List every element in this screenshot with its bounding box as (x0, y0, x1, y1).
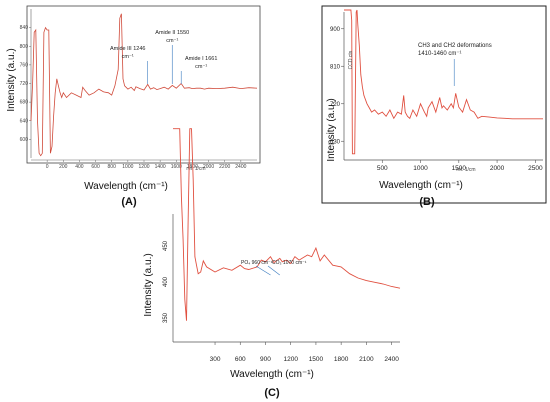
x-tick-label: 1500 (452, 165, 467, 172)
annotation-label: CO₃ 1070 cm⁻¹ (272, 260, 307, 266)
annotation-label: Amide I 1661 (185, 56, 217, 62)
annotation-arrow (255, 265, 271, 276)
y-tick-label: 680 (20, 100, 29, 106)
annotation-label: Amide II 1550 (155, 30, 189, 36)
x-tick-label: 2000 (490, 165, 505, 172)
panel-label: (C) (264, 387, 280, 399)
annotation-range: 1410-1460 cm⁻¹ (418, 51, 462, 57)
y-cts-label: CCD cts (348, 50, 354, 69)
x-tick-label: 900 (260, 356, 271, 363)
x-tick-label: 1200 (138, 164, 149, 170)
annotation-arrow (267, 265, 280, 276)
x-tick-label: 1800 (334, 356, 349, 363)
y-axis-label: Intensity (a.u.) (326, 98, 337, 161)
x-tick-label: 1200 (283, 356, 298, 363)
x-axis-small-label: rel. 1/cm (456, 167, 475, 173)
x-tick-label: 1600 (171, 164, 182, 170)
y-tick-label: 840 (20, 25, 29, 31)
y-tick-label: 720 (20, 81, 29, 87)
plot-frame (321, 5, 547, 204)
x-tick-label: 300 (210, 356, 221, 363)
x-tick-label: 1000 (413, 165, 428, 172)
y-tick-label: 450 (163, 240, 169, 251)
y-axis-label: Intensity (a.u.) (143, 253, 154, 316)
annotation-label: Amide III 1246 (110, 46, 145, 52)
x-axis-small-label: rel. 1/cm (186, 166, 205, 172)
y-axis-label: Intensity (a.u.) (6, 48, 17, 111)
x-tick-label: 600 (91, 164, 100, 170)
x-tick-label: 1400 (155, 164, 166, 170)
x-tick-label: 400 (75, 164, 84, 170)
x-tick-label: 600 (235, 356, 246, 363)
plot-frame (26, 5, 261, 164)
annotation-unit: cm⁻¹ (122, 54, 134, 60)
y-tick-label: 810 (330, 64, 341, 70)
x-tick-label: 2000 (203, 164, 214, 170)
panel-label: (B) (419, 196, 435, 208)
x-tick-label: 500 (377, 165, 388, 172)
x-tick-label: 2200 (219, 164, 230, 170)
x-tick-label: 200 (59, 164, 68, 170)
y-tick-label: 400 (163, 276, 169, 287)
x-axis-label: Wavelength (cm⁻¹) (379, 180, 463, 191)
x-tick-label: 2500 (528, 165, 543, 172)
y-tick-label: 640 (20, 118, 29, 124)
spectrum-line (344, 9, 543, 155)
y-tick-label: 900 (330, 27, 341, 33)
x-tick-label: 1000 (122, 164, 133, 170)
x-axis-label: Wavelength (cm⁻¹) (230, 369, 314, 380)
panel-label: (A) (121, 196, 137, 208)
annotation-label: CH3 and CH2 deformations (418, 43, 492, 49)
y-tick-label: 800 (20, 44, 29, 50)
annotation-unit: cm⁻¹ (166, 38, 178, 44)
spectrum-line (30, 13, 258, 157)
x-tick-label: 800 (108, 164, 117, 170)
y-tick-label: 720 (330, 102, 341, 108)
y-tick-label: 600 (20, 137, 29, 143)
x-tick-label: 2400 (235, 164, 246, 170)
annotation-label: PO₄ 960 cm⁻¹ (241, 260, 273, 266)
chart-panel-b: 630 720 810 900 500 1000 1500 2000 2500 CH3 and… (321, 5, 547, 208)
y-tick-label: 350 (163, 312, 169, 323)
x-axis-label: Wavelength (cm⁻¹) (84, 181, 168, 192)
x-tick-label: 2400 (384, 356, 399, 363)
y-tick-label: 630 (330, 139, 341, 145)
x-tick-label: 0 (46, 164, 49, 170)
chart-panel-a: 600 640 680 720 760 800 840 0 200 400 600 800 1000 1… (6, 5, 261, 208)
annotation-unit: cm⁻¹ (195, 64, 207, 70)
y-tick-label: 760 (20, 62, 29, 68)
x-tick-label: 2100 (359, 356, 374, 363)
x-tick-label: 1500 (309, 356, 324, 363)
